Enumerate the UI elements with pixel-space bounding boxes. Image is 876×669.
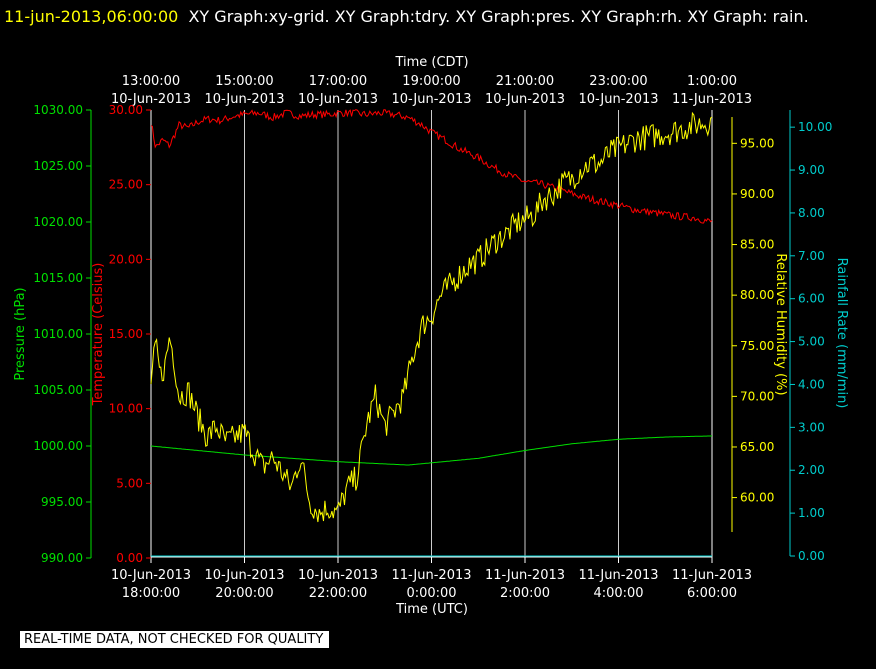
rain-tick-label: 1.00: [798, 506, 825, 520]
pressure-axis-title: Pressure (hPa): [13, 287, 28, 380]
temperature-tick-label: 0.00: [116, 551, 143, 565]
temperature-tick-label: 10.00: [109, 402, 143, 416]
humidity-series-line: [150, 111, 713, 523]
rain-tick-label: 0.00: [798, 549, 825, 563]
header-timestamp: 11-jun-2013,06:00:00: [4, 7, 179, 26]
pressure-tick-label: 1000.00: [33, 439, 83, 453]
x-top-tick-date: 10-Jun-2013: [298, 92, 378, 107]
x-top-tick-time: 13:00:00: [122, 74, 180, 89]
x-bottom-tick-date: 10-Jun-2013: [298, 568, 378, 583]
x-bottom-tick-date: 11-Jun-2013: [391, 568, 471, 583]
x-top-tick-time: 17:00:00: [309, 74, 367, 89]
humidity-tick-label: 85.00: [740, 238, 774, 252]
x-bottom-tick-time: 6:00:00: [687, 586, 737, 601]
x-top-tick-date: 10-Jun-2013: [111, 92, 191, 107]
rain-tick-label: 9.00: [798, 163, 825, 177]
humidity-tick-label: 95.00: [740, 136, 774, 150]
temperature-series-line: [150, 109, 713, 224]
pressure-tick-label: 1030.00: [33, 103, 83, 117]
x-bottom-tick-date: 11-Jun-2013: [578, 568, 658, 583]
x-axis-title-top: Time (CDT): [394, 55, 468, 70]
x-top-tick-date: 10-Jun-2013: [578, 92, 658, 107]
temperature-tick-label: 5.00: [116, 476, 143, 490]
temperature-tick-label: 30.00: [109, 103, 143, 117]
rain-tick-label: 3.00: [798, 420, 825, 434]
axes: 13:00:00 10-Jun-2013 15:00:00 10-Jun-2013 17…: [13, 74, 849, 601]
graph-header: 11-jun-2013,06:00:00 XY Graph:xy-grid. X…: [4, 2, 864, 32]
temperature-axis-title: Temperature (Celsius): [91, 263, 106, 407]
humidity-tick-label: 65.00: [740, 440, 774, 454]
header-graph-list: XY Graph:xy-grid. XY Graph:tdry. XY Grap…: [188, 7, 809, 26]
x-top-tick-time: 19:00:00: [402, 74, 460, 89]
rain-tick-label: 8.00: [798, 206, 825, 220]
x-bottom-tick-time: 18:00:00: [122, 586, 180, 601]
x-top-tick-time: 23:00:00: [589, 74, 647, 89]
x-top-tick-date: 10-Jun-2013: [204, 92, 284, 107]
x-bottom-tick-time: 4:00:00: [593, 586, 643, 601]
x-axis-title-bottom: Time (UTC): [395, 602, 468, 617]
x-top-tick-time: 21:00:00: [496, 74, 554, 89]
x-bottom-tick-date: 10-Jun-2013: [204, 568, 284, 583]
quality-notice: REAL-TIME DATA, NOT CHECKED FOR QUALITY: [20, 631, 330, 648]
x-bottom-tick-time: 20:00:00: [215, 586, 273, 601]
data-series: [150, 109, 713, 557]
rain-tick-label: 7.00: [798, 249, 825, 263]
x-bottom-tick-time: 22:00:00: [309, 586, 367, 601]
pressure-tick-label: 1005.00: [33, 383, 83, 397]
x-bottom-tick-date: 11-Jun-2013: [485, 568, 565, 583]
pressure-series-line: [150, 435, 713, 466]
humidity-tick-label: 75.00: [740, 339, 774, 353]
pressure-tick-label: 1025.00: [33, 159, 83, 173]
pressure-tick-label: 995.00: [41, 495, 83, 509]
rain-tick-label: 2.00: [798, 463, 825, 477]
temperature-tick-label: 20.00: [109, 252, 143, 266]
pressure-tick-label: 1010.00: [33, 327, 83, 341]
x-bottom-tick-time: 2:00:00: [500, 586, 550, 601]
x-top-tick-date: 10-Jun-2013: [391, 92, 471, 107]
x-bottom-tick-date: 11-Jun-2013: [672, 568, 752, 583]
x-top-tick-date: 11-Jun-2013: [672, 92, 752, 107]
grid-lines: [150, 110, 713, 558]
humidity-tick-label: 70.00: [740, 389, 774, 403]
pressure-tick-label: 990.00: [41, 551, 83, 565]
rain-axis-title: Rainfall Rate (mm/min): [834, 258, 849, 409]
x-top-tick-time: 15:00:00: [215, 74, 273, 89]
humidity-tick-label: 80.00: [740, 288, 774, 302]
temperature-tick-label: 15.00: [109, 327, 143, 341]
rain-tick-label: 5.00: [798, 335, 825, 349]
temperature-tick-label: 25.00: [109, 178, 143, 192]
x-top-tick-time: 1:00:00: [687, 74, 737, 89]
x-top-tick-date: 10-Jun-2013: [485, 92, 565, 107]
x-bottom-tick-time: 0:00:00: [406, 586, 456, 601]
rain-tick-label: 4.00: [798, 377, 825, 391]
pressure-tick-label: 1015.00: [33, 271, 83, 285]
humidity-tick-label: 60.00: [740, 491, 774, 505]
pressure-tick-label: 1020.00: [33, 215, 83, 229]
rain-tick-label: 6.00: [798, 292, 825, 306]
humidity-axis-title: Relative Humidity (%): [773, 253, 788, 395]
rain-tick-label: 10.00: [798, 120, 832, 134]
x-bottom-tick-date: 10-Jun-2013: [111, 568, 191, 583]
humidity-tick-label: 90.00: [740, 187, 774, 201]
